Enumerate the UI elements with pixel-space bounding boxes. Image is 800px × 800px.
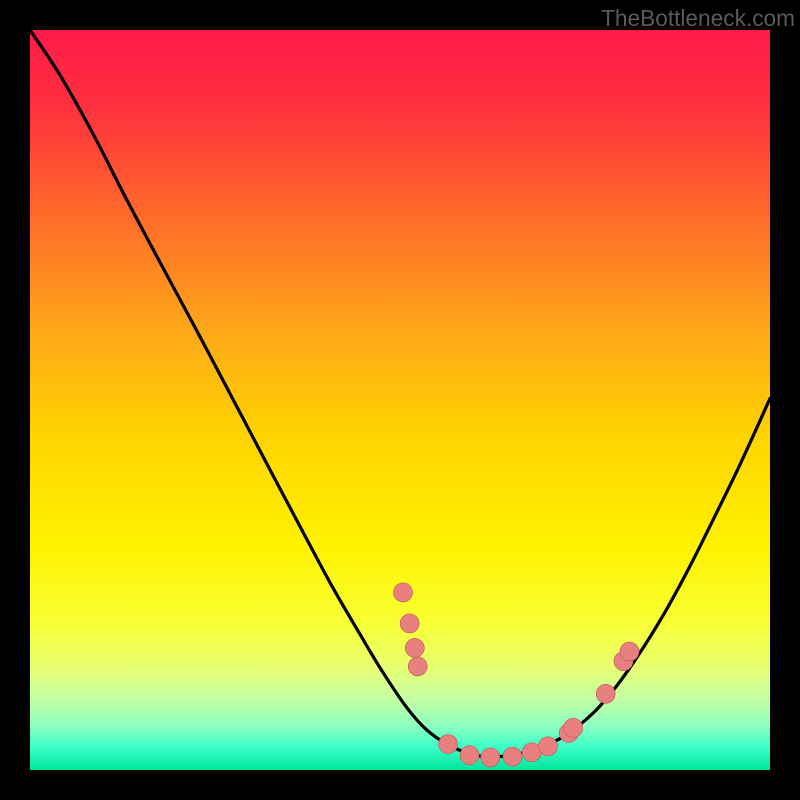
marker-dot bbox=[400, 614, 419, 633]
marker-dot bbox=[460, 746, 479, 765]
markers-group bbox=[393, 583, 638, 767]
curve-layer bbox=[30, 30, 770, 770]
marker-dot bbox=[596, 684, 615, 703]
marker-dot bbox=[439, 735, 458, 754]
marker-dot bbox=[620, 642, 639, 661]
marker-dot bbox=[405, 638, 424, 657]
marker-dot bbox=[481, 748, 500, 767]
marker-dot bbox=[393, 583, 412, 602]
marker-dot bbox=[408, 657, 427, 676]
marker-dot bbox=[564, 718, 583, 737]
marker-dot bbox=[539, 737, 558, 756]
watermark-text: TheBottleneck.com bbox=[601, 5, 795, 32]
chart-stage: TheBottleneck.com bbox=[0, 0, 800, 800]
marker-dot bbox=[503, 747, 522, 766]
valley-curve bbox=[30, 30, 770, 757]
